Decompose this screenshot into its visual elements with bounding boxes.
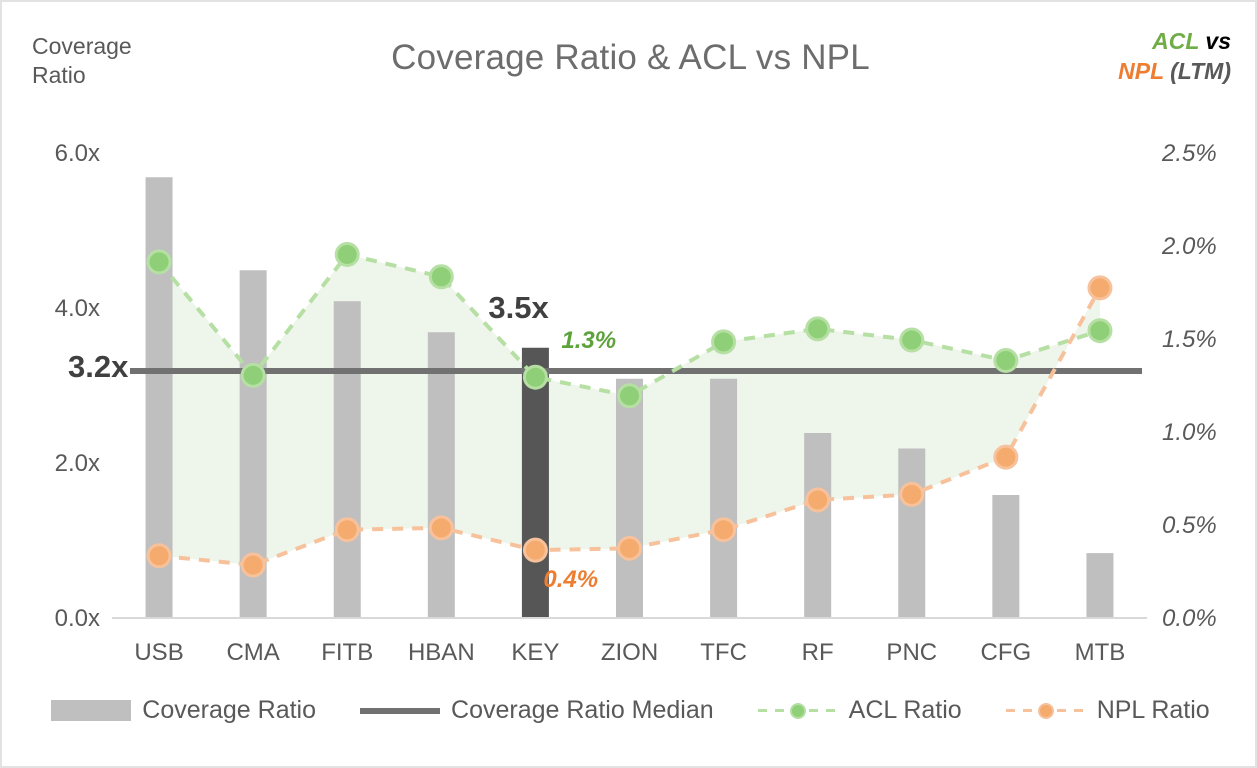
acl-ratio-marker-key[interactable]	[522, 364, 548, 390]
marker-dot-icon	[1037, 702, 1054, 719]
bar-zion[interactable]	[616, 378, 643, 619]
npl-ratio-marker-usb[interactable]	[146, 543, 172, 569]
legend-label: Coverage Ratio	[142, 696, 317, 724]
category-label-cma: CMA	[226, 639, 280, 666]
bar-mtb[interactable]	[1086, 553, 1114, 619]
category-label-pnc: PNC	[886, 639, 938, 666]
category-label-hban: HBAN	[407, 639, 475, 666]
dashed-marker-swatch-icon	[1005, 701, 1086, 721]
npl-ratio-marker-fitb[interactable]	[334, 517, 360, 543]
bar-tfc[interactable]	[710, 378, 738, 619]
secondary-title-ltm: (LTM)	[1170, 58, 1231, 84]
acl-ratio-marker-cfg[interactable]	[993, 347, 1019, 373]
dashed-marker-swatch-icon	[757, 701, 838, 721]
right-axis-tick: 0.5%	[1162, 512, 1217, 539]
bar-swatch-icon	[51, 700, 132, 721]
acl-ratio-marker-cma[interactable]	[240, 362, 266, 388]
chart-legend: Coverage Ratio Coverage Ratio Median ACL R…	[2, 696, 1257, 725]
bar-fitb[interactable]	[333, 301, 361, 619]
npl-ratio-marker-zion[interactable]	[617, 535, 642, 561]
acl-ratio-marker-fitb[interactable]	[334, 241, 360, 267]
acl-ratio-marker-pnc[interactable]	[899, 327, 925, 353]
acl-ratio-marker-tfc[interactable]	[711, 329, 737, 355]
left-axis-tick: 0.0x	[54, 605, 100, 632]
key-npl-ratio-label: 0.4%	[543, 566, 599, 594]
median-value-label: 3.2x	[68, 349, 129, 384]
right-axis-tick: 1.0%	[1162, 419, 1217, 446]
npl-ratio-marker-cma[interactable]	[240, 552, 266, 578]
npl-ratio-marker-pnc[interactable]	[899, 481, 925, 507]
key-coverage-ratio-label: 3.5x	[488, 289, 549, 325]
plot-area	[112, 154, 1147, 619]
npl-ratio-marker-mtb[interactable]	[1087, 275, 1113, 301]
chart-title: Coverage Ratio & ACL vs NPL	[391, 38, 870, 77]
key-acl-ratio-label: 1.3%	[561, 327, 617, 355]
bar-highlight-key[interactable]	[521, 347, 549, 619]
bar-pnc[interactable]	[898, 448, 926, 620]
legend-label: NPL Ratio	[1096, 696, 1210, 724]
legend-item-npl-ratio[interactable]: NPL Ratio	[1005, 696, 1210, 725]
npl-ratio-marker-hban[interactable]	[428, 515, 454, 541]
acl-ratio-marker-hban[interactable]	[428, 264, 454, 290]
acl-ratio-marker-mtb[interactable]	[1087, 318, 1113, 344]
left-axis-tick: 2.0x	[54, 450, 100, 477]
left-axis-tick: 6.0x	[54, 140, 100, 167]
plot-svg	[112, 177, 1147, 620]
npl-ratio-line	[158, 286, 1102, 568]
secondary-title-npl: NPL	[1118, 58, 1164, 84]
bar-hban[interactable]	[427, 332, 455, 619]
acl-ratio-marker-usb[interactable]	[146, 249, 172, 275]
category-label-key: KEY	[511, 639, 560, 666]
category-label-fitb: FITB	[321, 639, 374, 666]
category-label-usb: USB	[134, 639, 184, 666]
category-label-cfg: CFG	[980, 639, 1032, 666]
legend-item-coverage-ratio[interactable]: Coverage Ratio	[51, 696, 316, 725]
bar-cfg[interactable]	[992, 495, 1020, 619]
legend-item-coverage-ratio-median[interactable]: Coverage Ratio Median	[360, 696, 714, 725]
category-label-mtb: MTB	[1074, 639, 1126, 666]
secondary-title-vs: vs	[1205, 28, 1231, 54]
legend-item-acl-ratio[interactable]: ACL Ratio	[757, 696, 962, 725]
legend-label: Coverage Ratio Median	[451, 696, 714, 724]
npl-ratio-marker-tfc[interactable]	[711, 517, 737, 543]
right-axis-tick: 2.0%	[1162, 233, 1217, 260]
npl-ratio-marker-key[interactable]	[522, 537, 548, 563]
npl-ratio-marker-rf[interactable]	[805, 487, 831, 513]
right-axis-tick: 1.5%	[1162, 326, 1217, 353]
category-label-rf: RF	[801, 639, 834, 666]
bar-rf[interactable]	[804, 433, 832, 619]
right-axis-tick: 0.0%	[1162, 605, 1217, 632]
left-axis-tick: 4.0x	[54, 295, 100, 322]
right-axis-tick: 2.5%	[1162, 140, 1217, 167]
acl-ratio-marker-zion[interactable]	[617, 383, 642, 409]
secondary-axis-title: ACL vs NPL (LTM)	[1118, 26, 1231, 86]
line-swatch-icon	[360, 707, 441, 714]
marker-dot-icon	[789, 702, 806, 719]
npl-ratio-marker-cfg[interactable]	[993, 444, 1019, 470]
primary-axis-title: Coverage Ratio	[32, 33, 132, 88]
secondary-title-acl: ACL	[1152, 28, 1200, 54]
category-label-zion: ZION	[600, 639, 659, 666]
legend-label: ACL Ratio	[848, 696, 962, 724]
acl-ratio-marker-rf[interactable]	[805, 316, 831, 342]
category-label-tfc: TFC	[700, 639, 747, 666]
